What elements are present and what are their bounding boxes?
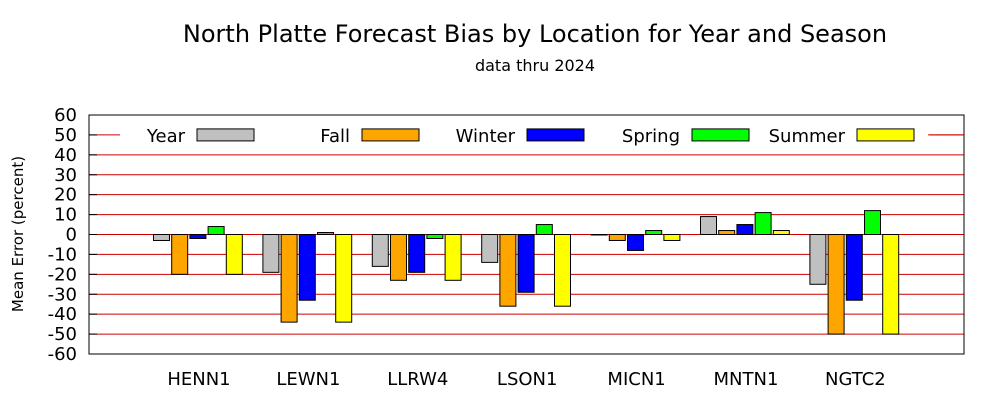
- bar-summer-lewn1: [335, 234, 353, 323]
- bar-summer-micn1: [663, 234, 681, 241]
- legend-label-year: Year: [146, 126, 186, 147]
- bar-year-mntn1: [700, 216, 717, 235]
- y-tick-label: -40: [48, 304, 77, 325]
- x-axis-ticks: HENN1 LEWN1 LLRW4 LSON1 MICN1 MNTN1 NGTC2: [167, 369, 885, 390]
- x-tick-label: LSON1: [497, 369, 558, 390]
- legend-label-spring: Spring: [622, 126, 680, 147]
- y-tick-label: 20: [54, 185, 77, 206]
- bar-year-lewn1: [262, 234, 280, 273]
- bar-winter-lewn1: [298, 234, 316, 301]
- y-tick-label: -20: [48, 264, 77, 285]
- bar-fall-lson1: [499, 234, 517, 307]
- bar-spring-lson1: [535, 224, 553, 236]
- bar-winter-llrw4: [408, 234, 426, 273]
- bar-summer-ngtc2: [882, 234, 900, 335]
- bar-spring-mntn1: [754, 212, 772, 235]
- bar-fall-mntn1: [718, 230, 736, 235]
- bar-spring-micn1: [645, 230, 663, 235]
- bar-spring-lewn1: [317, 232, 334, 235]
- bar-fall-lewn1: [280, 234, 298, 323]
- bar-year-lson1: [481, 234, 499, 263]
- x-tick-label: MICN1: [607, 369, 665, 390]
- bar-winter-lson1: [517, 234, 535, 293]
- bar-summer-lson1: [554, 234, 571, 307]
- bar-fall-ngtc2: [827, 234, 845, 335]
- x-tick-label: NGTC2: [825, 369, 886, 390]
- legend-swatch-summer: [856, 128, 915, 142]
- y-tick-label: -60: [48, 344, 77, 365]
- bars: [153, 210, 900, 335]
- bar-fall-llrw4: [390, 234, 407, 281]
- bar-spring-ngtc2: [864, 210, 881, 236]
- y-tick-label: 0: [66, 225, 77, 246]
- bar-winter-henn1: [189, 234, 207, 239]
- bar-summer-henn1: [225, 234, 243, 275]
- legend-label-summer: Summer: [769, 126, 846, 147]
- legend-label-fall: Fall: [320, 126, 350, 147]
- y-tick-label: 60: [54, 105, 77, 126]
- legend-swatch-fall: [361, 128, 420, 142]
- y-tick-label: 10: [54, 205, 77, 226]
- x-tick-label: LLRW4: [387, 369, 448, 390]
- y-axis-label: Mean Error (percent): [9, 156, 27, 312]
- bar-year-llrw4: [371, 234, 389, 267]
- legend-swatch-year: [196, 128, 255, 142]
- bar-spring-llrw4: [426, 234, 444, 239]
- bar-year-ngtc2: [809, 234, 827, 285]
- legend-label-winter: Winter: [456, 126, 516, 147]
- y-tick-label: -50: [48, 324, 77, 345]
- bar-fall-micn1: [608, 234, 626, 241]
- legend: Year Fall Winter Spring Summer: [120, 124, 964, 147]
- bar-summer-llrw4: [444, 234, 462, 281]
- x-tick-label: HENN1: [167, 369, 230, 390]
- y-tick-label: -10: [48, 244, 77, 265]
- chart-title: North Platte Forecast Bias by Location f…: [182, 20, 888, 48]
- y-tick-label: 30: [54, 165, 77, 186]
- legend-swatch-spring: [691, 128, 750, 142]
- bar-winter-mntn1: [736, 224, 754, 236]
- chart-subtitle: data thru 2024: [474, 56, 596, 75]
- bar-summer-mntn1: [772, 230, 790, 235]
- y-tick-label: 50: [54, 125, 77, 146]
- bar-winter-micn1: [627, 234, 644, 251]
- bar-spring-henn1: [207, 226, 225, 236]
- x-tick-label: LEWN1: [276, 369, 340, 390]
- y-tick-label: -30: [48, 284, 77, 305]
- y-tick-label: 40: [54, 145, 77, 166]
- bar-winter-ngtc2: [845, 234, 863, 301]
- bar-year-henn1: [153, 234, 170, 241]
- bar-year-micn1: [590, 234, 608, 236]
- x-tick-label: MNTN1: [714, 369, 779, 390]
- bar-fall-henn1: [171, 234, 189, 275]
- legend-swatch-winter: [526, 128, 585, 142]
